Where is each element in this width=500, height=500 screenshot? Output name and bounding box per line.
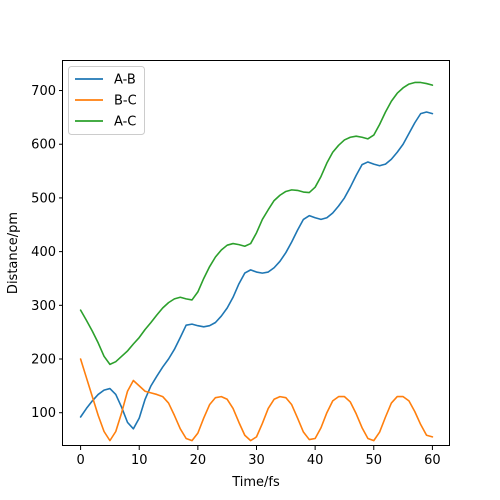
x-tick-label: 60 bbox=[424, 453, 441, 468]
series-line-a-b bbox=[79, 111, 434, 430]
y-tick-label: 600 bbox=[31, 138, 56, 153]
x-axis: 0 10 20 30 40 50 60 bbox=[76, 446, 441, 468]
plot-frame bbox=[62, 60, 450, 446]
legend-label-b-c: B-C bbox=[114, 94, 137, 109]
series-line-a-c bbox=[79, 81, 434, 366]
x-tick-label: 30 bbox=[248, 453, 265, 468]
y-tick-label: 400 bbox=[31, 245, 56, 260]
y-tick-label: 700 bbox=[31, 84, 56, 99]
series-line-b-c bbox=[79, 358, 434, 442]
x-tick-label: 0 bbox=[76, 453, 84, 468]
legend: A-B B-C A-C bbox=[68, 66, 145, 135]
y-tick-label: 500 bbox=[31, 191, 56, 206]
series-layer bbox=[79, 81, 434, 442]
x-tick-label: 20 bbox=[190, 453, 207, 468]
y-axis: 100 200 300 400 500 600 700 bbox=[31, 84, 63, 421]
y-tick-label: 100 bbox=[31, 406, 56, 421]
legend-label-a-c: A-C bbox=[114, 115, 136, 130]
x-axis-title: Time/fs bbox=[231, 475, 280, 490]
y-tick-label: 200 bbox=[31, 353, 56, 368]
y-axis-title: Distance/pm bbox=[6, 212, 21, 294]
x-tick-label: 10 bbox=[131, 453, 148, 468]
x-tick-label: 40 bbox=[307, 453, 324, 468]
y-tick-label: 300 bbox=[31, 299, 56, 314]
legend-box bbox=[68, 66, 145, 135]
x-tick-label: 50 bbox=[365, 453, 382, 468]
legend-label-a-b: A-B bbox=[114, 73, 136, 88]
